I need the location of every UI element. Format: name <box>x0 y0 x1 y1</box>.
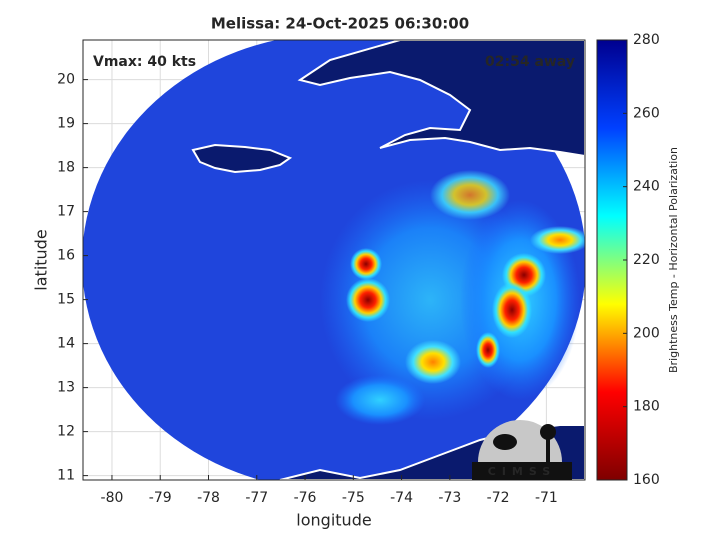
colorbar-tick-label: 220 <box>633 252 660 268</box>
logo-tower <box>540 424 556 440</box>
x-tick-label: -79 <box>149 490 172 506</box>
y-tick-label: 12 <box>57 424 75 440</box>
y-tick-label: 11 <box>57 468 75 484</box>
plot-frame <box>82 39 586 481</box>
x-tick-label: -78 <box>197 490 220 506</box>
cloud <box>346 278 390 322</box>
colorbar <box>596 39 628 481</box>
logo-bar <box>472 462 572 480</box>
cloud <box>530 226 585 254</box>
logo-dish <box>493 434 517 450</box>
cloud <box>476 332 500 368</box>
y-tick-label: 18 <box>57 160 75 176</box>
colorbar-tick-label: 280 <box>633 32 660 48</box>
x-axis-label: longitude <box>296 511 371 530</box>
logo: CIMSS <box>472 420 572 480</box>
y-axis-label: latitude <box>32 229 51 290</box>
chart-title: Melissa: 24-Oct-2025 06:30:00 <box>211 15 469 33</box>
x-tick-label: -75 <box>342 490 365 506</box>
colorbar-tick-label: 240 <box>633 179 660 195</box>
cloud <box>405 340 461 384</box>
cloud <box>492 282 532 338</box>
x-tick-label: -74 <box>390 490 413 506</box>
colorbar-label: Brightness Temp - Horizontal Polarizatio… <box>667 147 680 373</box>
logo-text: CIMSS <box>488 465 556 478</box>
annotation: 02:54 away <box>485 54 575 70</box>
x-tick-label: -73 <box>438 490 461 506</box>
y-tick-label: 15 <box>57 292 75 308</box>
cloud <box>350 248 382 280</box>
cloud <box>430 170 510 220</box>
x-tick-label: -77 <box>245 490 268 506</box>
island <box>191 143 293 174</box>
colorbar-tick-label: 180 <box>633 399 660 415</box>
x-tick-label: -80 <box>101 490 124 506</box>
logo-tower <box>546 438 550 462</box>
x-tick-label: -76 <box>294 490 317 506</box>
colorbar-tick-label: 160 <box>633 472 660 488</box>
y-tick-label: 16 <box>57 248 75 264</box>
cloud <box>335 375 425 425</box>
y-tick-label: 14 <box>57 336 75 352</box>
y-tick-label: 13 <box>57 380 75 396</box>
colorbar-tick-label: 260 <box>633 105 660 121</box>
y-tick-label: 19 <box>57 116 75 132</box>
y-tick-label: 17 <box>57 204 75 220</box>
annotation: Vmax: 40 kts <box>93 54 196 70</box>
image <box>83 40 585 480</box>
x-tick-label: -71 <box>535 490 558 506</box>
x-tick-label: -72 <box>487 490 510 506</box>
y-tick-label: 20 <box>57 72 75 88</box>
island <box>297 40 585 158</box>
colorbar-tick-label: 200 <box>633 325 660 341</box>
